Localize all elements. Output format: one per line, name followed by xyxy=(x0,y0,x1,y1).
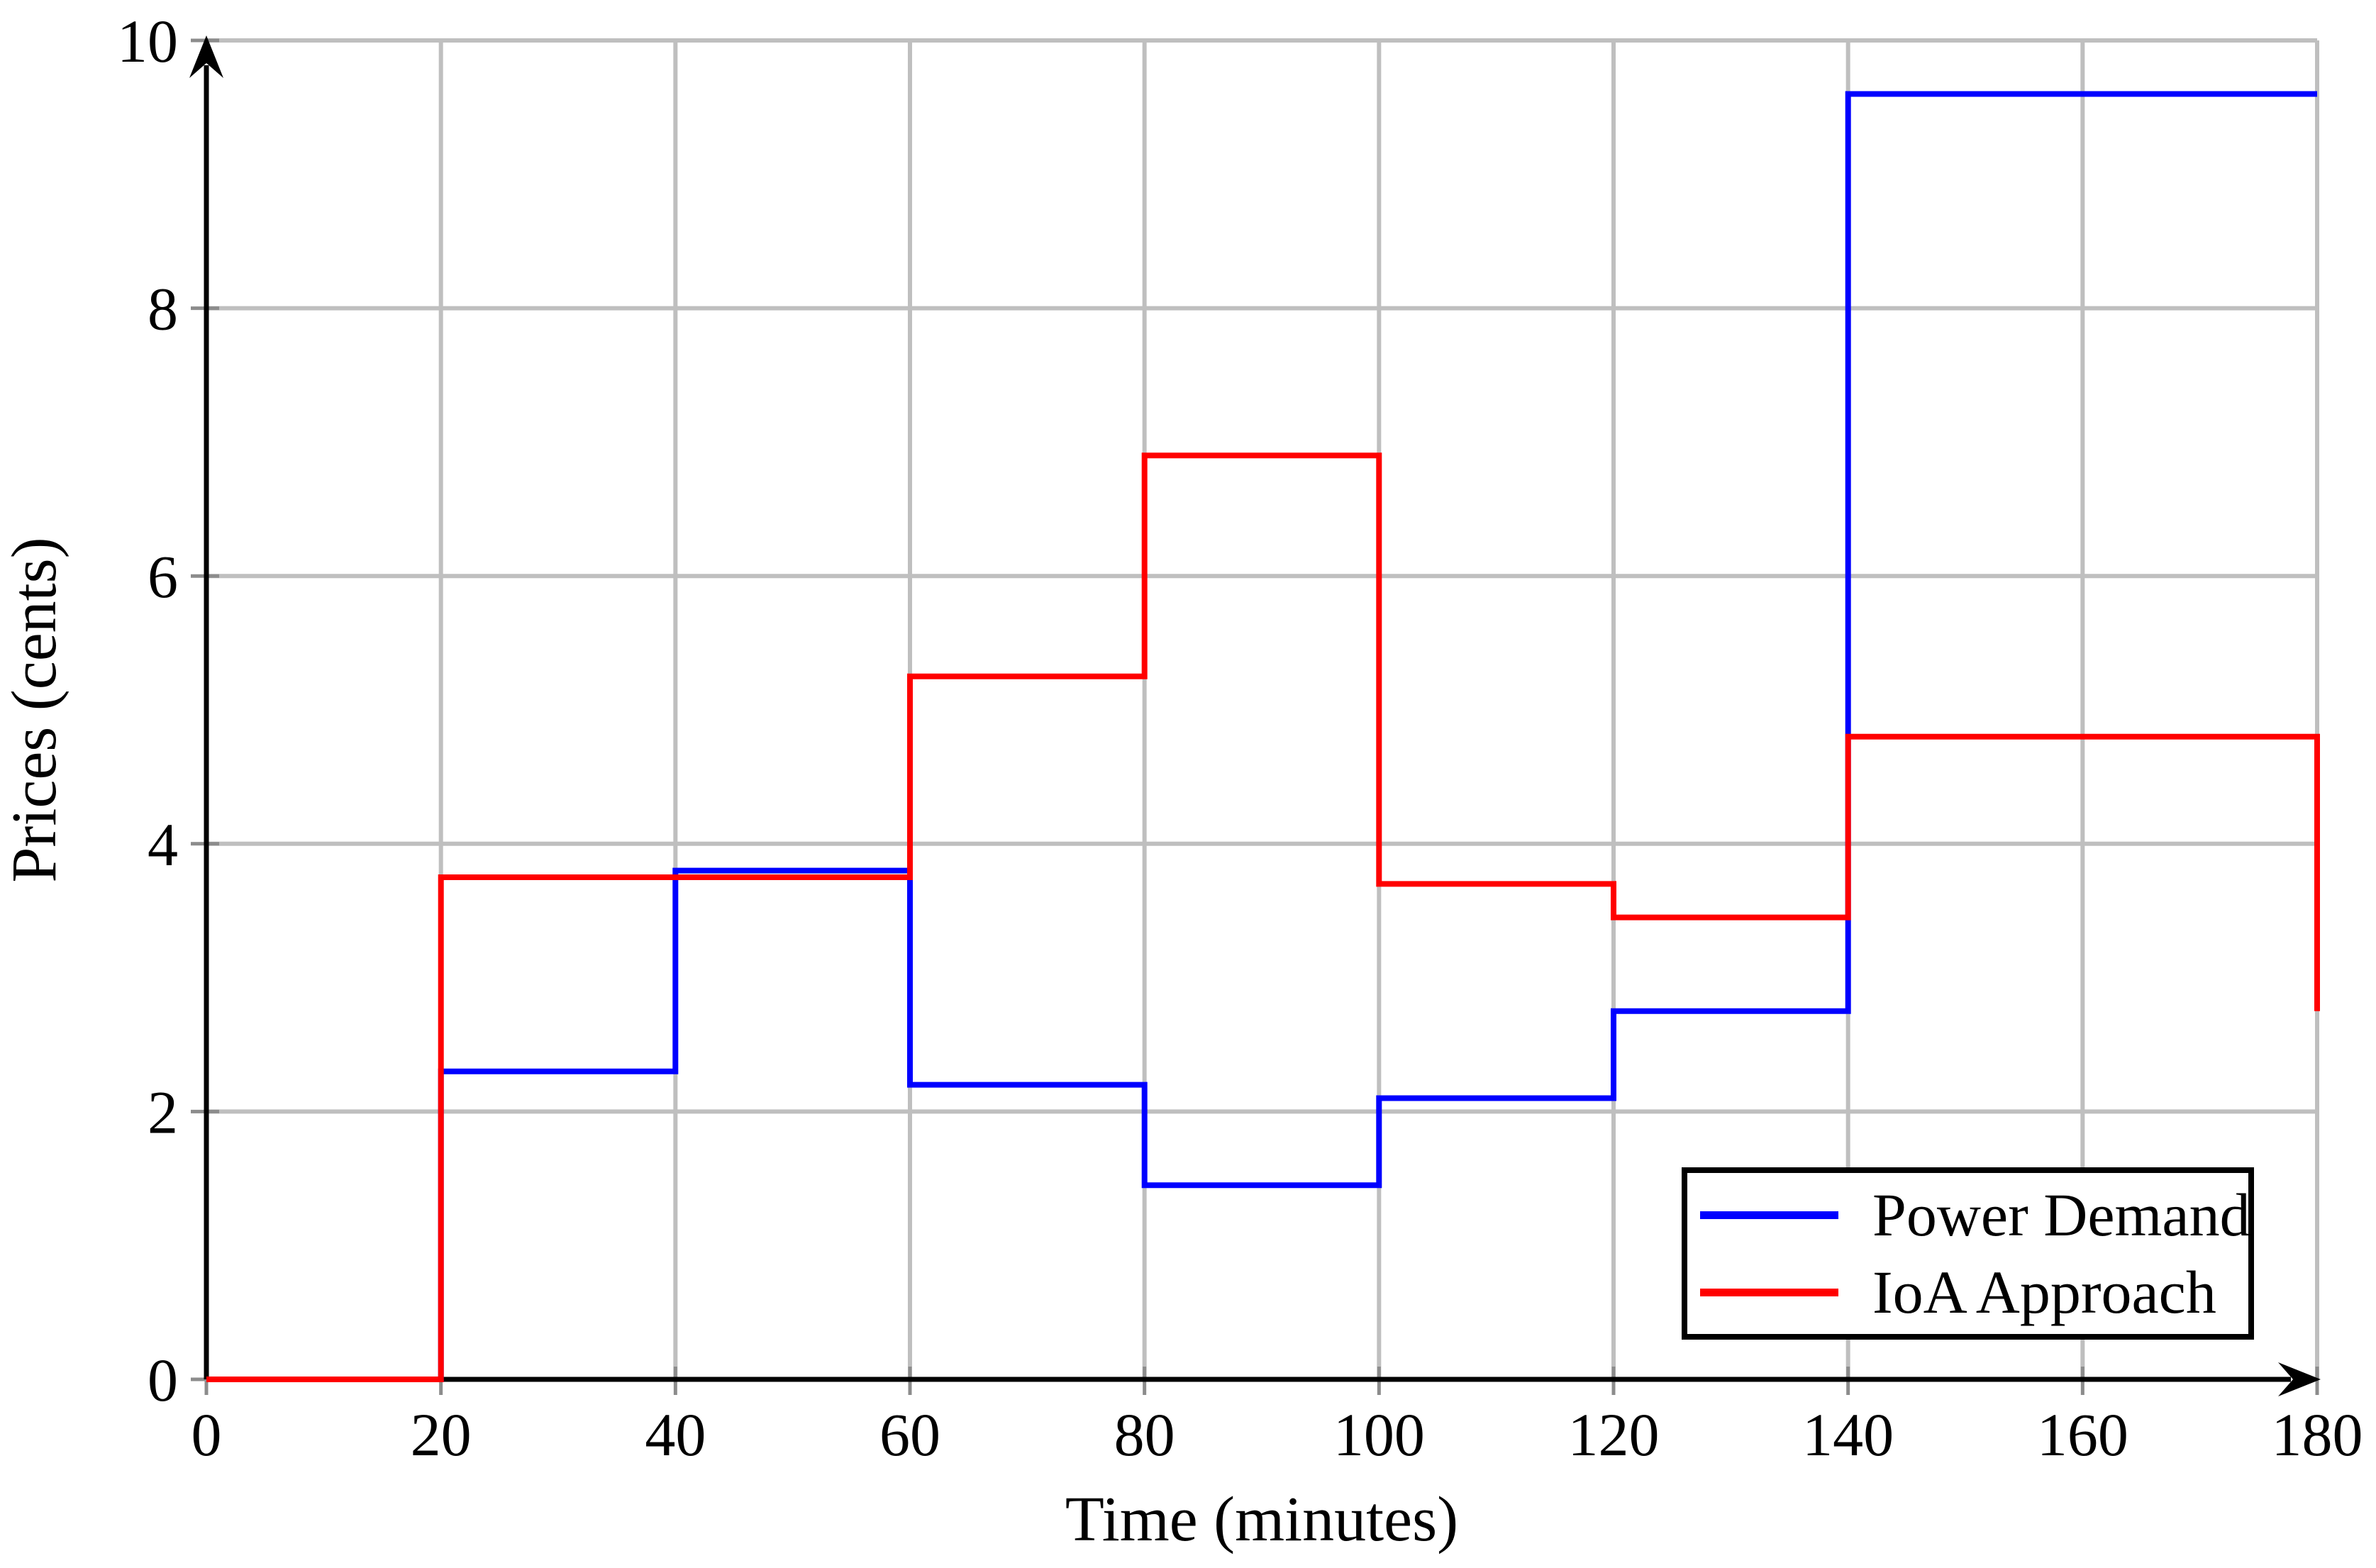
legend-line-sample-ioa-approach xyxy=(1700,1288,1838,1296)
x-tick-label: 180 xyxy=(2272,1401,2363,1469)
x-tick-label: 160 xyxy=(2037,1401,2128,1469)
x-tick-label: 20 xyxy=(411,1401,472,1469)
legend-box: Power Demand IoA Approach xyxy=(1682,1167,2254,1340)
legend-label-power-demand: Power Demand xyxy=(1872,1181,2250,1249)
x-tick-label: 0 xyxy=(191,1401,222,1469)
y-axis-label: Prices (cents) xyxy=(0,537,70,882)
legend-item-ioa-approach: IoA Approach xyxy=(1700,1257,2248,1328)
x-tick-label: 80 xyxy=(1114,1401,1175,1469)
y-tick-label: 10 xyxy=(117,7,178,75)
y-tick-label: 0 xyxy=(148,1346,178,1414)
y-tick-label: 8 xyxy=(148,275,178,343)
x-tick-label: 140 xyxy=(1802,1401,1894,1469)
x-axis-label: Time (minutes) xyxy=(1065,1484,1458,1555)
x-tick-label: 100 xyxy=(1333,1401,1425,1469)
tick-labels-layer: 0 20 40 60 80 100 120 140 160 180 0 2 4 6 8 10 xyxy=(117,7,2363,1469)
y-tick-label: 4 xyxy=(148,811,178,879)
axes-layer xyxy=(189,35,2321,1396)
y-tick-label: 6 xyxy=(148,543,178,611)
series-line-ioa-approach xyxy=(206,452,2320,1382)
x-axis-arrowhead xyxy=(2278,1362,2321,1396)
legend-item-power-demand: Power Demand xyxy=(1700,1179,2250,1250)
x-tick-label: 60 xyxy=(879,1401,940,1469)
y-tick-label: 2 xyxy=(148,1078,178,1146)
series-layer xyxy=(206,91,2320,1382)
x-tick-label: 40 xyxy=(645,1401,706,1469)
legend-line-sample-power-demand xyxy=(1700,1211,1838,1219)
x-tick-label: 120 xyxy=(1568,1401,1660,1469)
series-line-power-demand xyxy=(206,91,2317,1382)
y-axis-arrowhead xyxy=(189,35,223,78)
legend-label-ioa-approach: IoA Approach xyxy=(1872,1258,2216,1326)
